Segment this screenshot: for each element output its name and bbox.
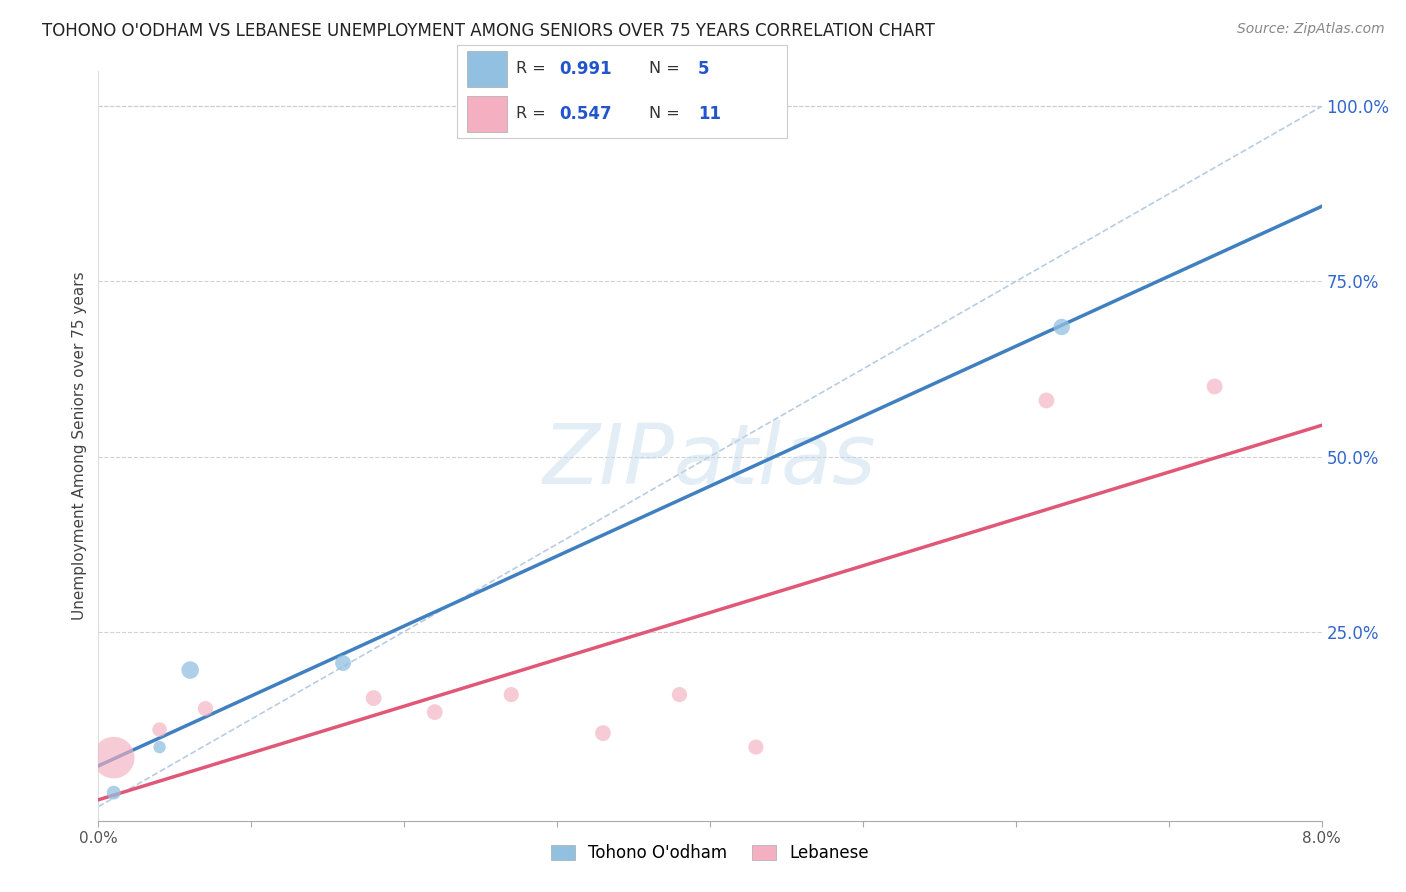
Text: Source: ZipAtlas.com: Source: ZipAtlas.com xyxy=(1237,22,1385,37)
Text: N =: N = xyxy=(648,62,685,77)
Legend: Tohono O'odham, Lebanese: Tohono O'odham, Lebanese xyxy=(544,838,876,869)
Text: ZIPatlas: ZIPatlas xyxy=(543,420,877,501)
Text: R =: R = xyxy=(516,62,551,77)
Text: 5: 5 xyxy=(699,60,710,78)
Text: N =: N = xyxy=(648,106,685,121)
Point xyxy=(1050,320,1073,334)
Point xyxy=(423,705,446,719)
Point xyxy=(745,740,768,755)
FancyBboxPatch shape xyxy=(467,96,506,132)
Point xyxy=(501,688,523,702)
Text: 11: 11 xyxy=(699,105,721,123)
Point xyxy=(103,786,125,800)
Point xyxy=(332,656,354,670)
Point xyxy=(194,701,217,715)
Point xyxy=(668,688,690,702)
Text: R =: R = xyxy=(516,106,551,121)
Point xyxy=(363,691,385,706)
Point xyxy=(179,663,201,677)
Point xyxy=(592,726,614,740)
Text: 0.991: 0.991 xyxy=(560,60,612,78)
Point xyxy=(149,723,172,737)
Point xyxy=(1035,393,1057,408)
Point xyxy=(103,750,125,764)
Y-axis label: Unemployment Among Seniors over 75 years: Unemployment Among Seniors over 75 years xyxy=(72,272,87,620)
FancyBboxPatch shape xyxy=(467,51,506,87)
Point xyxy=(1204,379,1226,393)
Point xyxy=(149,740,172,755)
Text: 0.547: 0.547 xyxy=(560,105,612,123)
Text: TOHONO O'ODHAM VS LEBANESE UNEMPLOYMENT AMONG SENIORS OVER 75 YEARS CORRELATION : TOHONO O'ODHAM VS LEBANESE UNEMPLOYMENT … xyxy=(42,22,935,40)
